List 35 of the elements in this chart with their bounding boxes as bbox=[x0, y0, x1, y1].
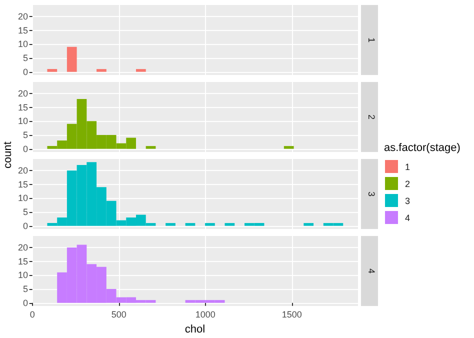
y-tick-label: 20 bbox=[18, 165, 28, 176]
y-tick-label: 5 bbox=[22, 284, 28, 294]
y-tick-label: 10 bbox=[18, 193, 28, 204]
y-axis-title: count bbox=[2, 140, 14, 170]
y-tick-label: 10 bbox=[18, 270, 28, 280]
y-tick-label: 20 bbox=[18, 242, 28, 252]
y-tick-label: 15 bbox=[18, 102, 28, 112]
y-tick-label: 10 bbox=[18, 116, 28, 126]
x-tick-label: 500 bbox=[111, 310, 126, 320]
x-tick-label: 1000 bbox=[195, 310, 216, 320]
y-tick-label: 15 bbox=[18, 179, 28, 190]
y-tick-label: 0 bbox=[22, 220, 28, 231]
y-tick-label: 0 bbox=[22, 298, 28, 308]
text: 1 bbox=[366, 37, 376, 43]
y-tick-label: 0 bbox=[22, 144, 28, 154]
y-tick-label: 15 bbox=[18, 256, 28, 266]
y-tick-label: 10 bbox=[18, 39, 28, 50]
legend-label: 2 bbox=[405, 178, 410, 188]
text: 3 bbox=[366, 191, 376, 197]
legend-label: 4 bbox=[405, 212, 410, 222]
y-tick-label: 20 bbox=[18, 11, 28, 22]
text: 4 bbox=[366, 268, 376, 274]
y-tick-label: 5 bbox=[22, 52, 28, 63]
legend-label: 1 bbox=[405, 162, 410, 172]
legend-title: as.factor(stage) bbox=[384, 142, 460, 154]
x-tick-label: 0 bbox=[30, 310, 35, 320]
y-tick-label: 15 bbox=[18, 25, 28, 36]
y-tick-label: 20 bbox=[18, 88, 28, 98]
y-tick-label: 5 bbox=[22, 130, 28, 140]
y-tick-label: 0 bbox=[22, 66, 28, 77]
y-tick-label: 5 bbox=[22, 206, 28, 217]
x-tick-label: 1500 bbox=[282, 310, 302, 320]
legend-label: 3 bbox=[405, 196, 410, 206]
text: 2 bbox=[366, 114, 376, 120]
x-axis-title: chol bbox=[184, 324, 206, 336]
